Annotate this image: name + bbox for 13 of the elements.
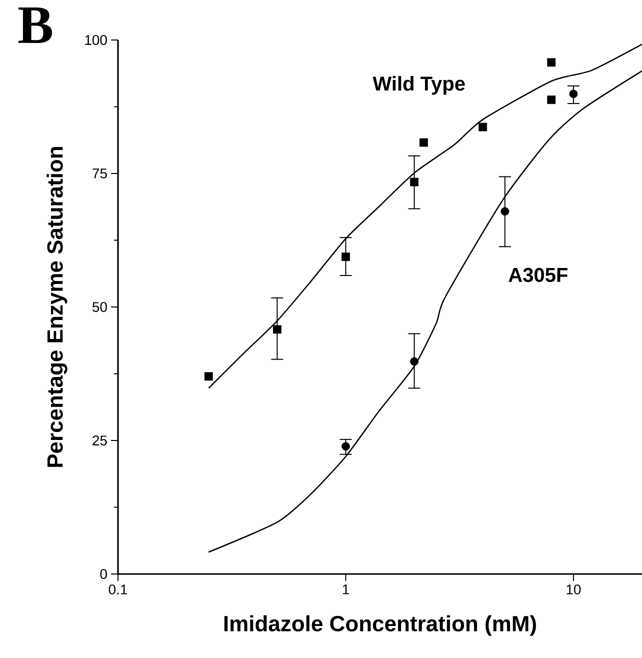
y-tick-label: 100	[85, 35, 107, 45]
series-label: Wild Type	[372, 76, 465, 95]
x-tick-label: 1	[342, 584, 349, 594]
text: B	[18, 8, 52, 44]
y-tick-label: 0	[100, 569, 107, 579]
x-tick-label: 0.1	[108, 584, 128, 594]
x-axis-title: Imidazole Concentration (mM)	[224, 615, 536, 636]
y-tick-label: 25	[92, 436, 107, 446]
text: A305F	[508, 268, 568, 282]
y-tick-label: 75	[92, 168, 107, 178]
x-tick-label: 10	[566, 584, 581, 594]
y-tick-label: 50	[92, 302, 107, 312]
y-axis-title: Percentage Enzyme Saturation	[46, 147, 68, 467]
